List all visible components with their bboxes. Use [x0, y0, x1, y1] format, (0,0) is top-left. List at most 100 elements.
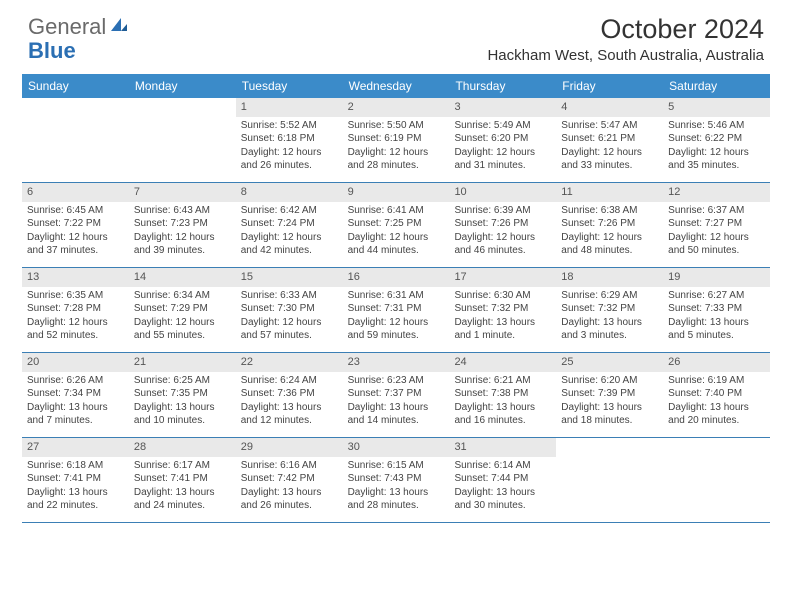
day-cell: 3Sunrise: 5:49 AMSunset: 6:20 PMDaylight… [449, 98, 556, 182]
header: General October 2024 Hackham West, South… [0, 0, 792, 68]
daylight-text: Daylight: 12 hours and 33 minutes. [561, 146, 658, 173]
day-number: 3 [449, 98, 556, 117]
day-number: 11 [556, 183, 663, 202]
day-cell: 13Sunrise: 6:35 AMSunset: 7:28 PMDayligh… [22, 268, 129, 352]
day-info: Sunrise: 6:18 AMSunset: 7:41 PMDaylight:… [27, 459, 124, 513]
day-headers-row: SundayMondayTuesdayWednesdayThursdayFrid… [22, 74, 770, 98]
day-number: 20 [22, 353, 129, 372]
day-info: Sunrise: 6:33 AMSunset: 7:30 PMDaylight:… [241, 289, 338, 343]
sunset-text: Sunset: 7:41 PM [134, 472, 231, 486]
day-cell: 21 Sunrise: 6:25 AMSunset: 7:35 PMDayligh… [129, 353, 236, 437]
day-number: 14 [129, 268, 236, 287]
day-info: Sunrise: 6:14 AMSunset: 7:44 PMDaylight:… [454, 459, 551, 513]
sunrise-text: Sunrise: 6:21 AM [454, 374, 551, 388]
day-cell: 22Sunrise: 6:24 AMSunset: 7:36 PMDayligh… [236, 353, 343, 437]
day-cell: 1 Sunrise: 5:52 AMSunset: 6:18 PMDaylight… [236, 98, 343, 182]
day-info: Sunrise: 6:25 AMSunset: 7:35 PMDaylight:… [134, 374, 231, 428]
day-number: 30 [343, 438, 450, 457]
day-cell: 8Sunrise: 6:42 AMSunset: 7:24 PMDaylight… [236, 183, 343, 267]
daylight-text: Daylight: 13 hours and 10 minutes. [134, 401, 231, 428]
day-number: 31 [449, 438, 556, 457]
day-cell: 17Sunrise: 6:30 AMSunset: 7:32 PMDayligh… [449, 268, 556, 352]
day-info: Sunrise: 5:50 AMSunset: 6:19 PMDaylight:… [348, 119, 445, 173]
sunrise-text: Sunrise: 6:25 AM [134, 374, 231, 388]
day-number: 26 [663, 353, 770, 372]
day-number: 19 [663, 268, 770, 287]
day-info: Sunrise: 6:42 AMSunset: 7:24 PMDaylight:… [241, 204, 338, 258]
sunset-text: Sunset: 7:39 PM [561, 387, 658, 401]
day-cell: 12 Sunrise: 6:37 AMSunset: 7:27 PMDayligh… [663, 183, 770, 267]
month-title: October 2024 [487, 14, 764, 45]
week-row: 27Sunrise: 6:18 AMSunset: 7:41 PMDayligh… [22, 438, 770, 523]
sunset-text: Sunset: 6:22 PM [668, 132, 765, 146]
day-number: 1 [236, 98, 343, 117]
day-number: 10 [449, 183, 556, 202]
daylight-text: Daylight: 12 hours and 50 minutes. [668, 231, 765, 258]
day-cell: 6Sunrise: 6:45 AMSunset: 7:22 PMDaylight… [22, 183, 129, 267]
daylight-text: Daylight: 12 hours and 46 minutes. [454, 231, 551, 258]
daylight-text: Daylight: 13 hours and 22 minutes. [27, 486, 124, 513]
day-number: 7 [129, 183, 236, 202]
logo-sail-icon [108, 14, 128, 40]
sunset-text: Sunset: 7:32 PM [561, 302, 658, 316]
sunset-text: Sunset: 7:42 PM [241, 472, 338, 486]
day-info: Sunrise: 6:20 AMSunset: 7:39 PMDaylight:… [561, 374, 658, 428]
day-cell: 26 Sunrise: 6:19 AMSunset: 7:40 PMDayligh… [663, 353, 770, 437]
sunrise-text: Sunrise: 6:41 AM [348, 204, 445, 218]
sunrise-text: Sunrise: 6:30 AM [454, 289, 551, 303]
sunset-text: Sunset: 7:34 PM [27, 387, 124, 401]
sunset-text: Sunset: 7:40 PM [668, 387, 765, 401]
day-info: Sunrise: 6:29 AMSunset: 7:32 PMDaylight:… [561, 289, 658, 343]
sunrise-text: Sunrise: 5:49 AM [454, 119, 551, 133]
sunrise-text: Sunrise: 6:18 AM [27, 459, 124, 473]
sunrise-text: Sunrise: 6:20 AM [561, 374, 658, 388]
sunset-text: Sunset: 7:31 PM [348, 302, 445, 316]
sunset-text: Sunset: 7:26 PM [454, 217, 551, 231]
daylight-text: Daylight: 13 hours and 5 minutes. [668, 316, 765, 343]
day-header: Tuesday [236, 74, 343, 98]
day-info: Sunrise: 6:37 AMSunset: 7:27 PMDaylight:… [668, 204, 765, 258]
day-info: Sunrise: 5:52 AMSunset: 6:18 PMDaylight:… [241, 119, 338, 173]
day-cell: 27 Sunrise: 6:18 AMSunset: 7:41 PMDayligh… [22, 438, 129, 522]
daylight-text: Daylight: 12 hours and 37 minutes. [27, 231, 124, 258]
sunrise-text: Sunrise: 6:34 AM [134, 289, 231, 303]
day-cell: 7 Sunrise: 6:43 AMSunset: 7:23 PMDaylight… [129, 183, 236, 267]
sunrise-text: Sunrise: 6:35 AM [27, 289, 124, 303]
day-header: Monday [129, 74, 236, 98]
daylight-text: Daylight: 13 hours and 12 minutes. [241, 401, 338, 428]
day-number: 27 [22, 438, 129, 457]
sunset-text: Sunset: 6:21 PM [561, 132, 658, 146]
day-info: Sunrise: 6:38 AMSunset: 7:26 PMDaylight:… [561, 204, 658, 258]
daylight-text: Daylight: 13 hours and 14 minutes. [348, 401, 445, 428]
day-cell-empty [663, 438, 770, 522]
day-cell: 19 Sunrise: 6:27 AMSunset: 7:33 PMDayligh… [663, 268, 770, 352]
sunset-text: Sunset: 7:32 PM [454, 302, 551, 316]
daylight-text: Daylight: 12 hours and 26 minutes. [241, 146, 338, 173]
sunrise-text: Sunrise: 6:15 AM [348, 459, 445, 473]
day-number: 12 [663, 183, 770, 202]
day-number: 23 [343, 353, 450, 372]
day-cell: 24 Sunrise: 6:21 AMSunset: 7:38 PMDayligh… [449, 353, 556, 437]
day-number: 17 [449, 268, 556, 287]
day-number: 28 [129, 438, 236, 457]
sunrise-text: Sunrise: 6:23 AM [348, 374, 445, 388]
day-cell: 2Sunrise: 5:50 AMSunset: 6:19 PMDaylight… [343, 98, 450, 182]
day-cell: 28Sunrise: 6:17 AMSunset: 7:41 PMDayligh… [129, 438, 236, 522]
day-cell: 4Sunrise: 5:47 AMSunset: 6:21 PMDaylight… [556, 98, 663, 182]
sunrise-text: Sunrise: 5:47 AM [561, 119, 658, 133]
day-info: Sunrise: 6:21 AMSunset: 7:38 PMDaylight:… [454, 374, 551, 428]
day-cell: 30Sunrise: 6:15 AMSunset: 7:43 PMDayligh… [343, 438, 450, 522]
day-info: Sunrise: 6:43 AMSunset: 7:23 PMDaylight:… [134, 204, 231, 258]
day-number: 21 [129, 353, 236, 372]
day-info: Sunrise: 6:27 AMSunset: 7:33 PMDaylight:… [668, 289, 765, 343]
sunset-text: Sunset: 7:44 PM [454, 472, 551, 486]
day-cell: 16Sunrise: 6:31 AMSunset: 7:31 PMDayligh… [343, 268, 450, 352]
day-info: Sunrise: 6:19 AMSunset: 7:40 PMDaylight:… [668, 374, 765, 428]
day-cell: 18Sunrise: 6:29 AMSunset: 7:32 PMDayligh… [556, 268, 663, 352]
week-row: 6Sunrise: 6:45 AMSunset: 7:22 PMDaylight… [22, 183, 770, 268]
daylight-text: Daylight: 13 hours and 20 minutes. [668, 401, 765, 428]
day-number: 24 [449, 353, 556, 372]
sunset-text: Sunset: 6:19 PM [348, 132, 445, 146]
week-row: 1 Sunrise: 5:52 AMSunset: 6:18 PMDaylight… [22, 98, 770, 183]
daylight-text: Daylight: 13 hours and 28 minutes. [348, 486, 445, 513]
